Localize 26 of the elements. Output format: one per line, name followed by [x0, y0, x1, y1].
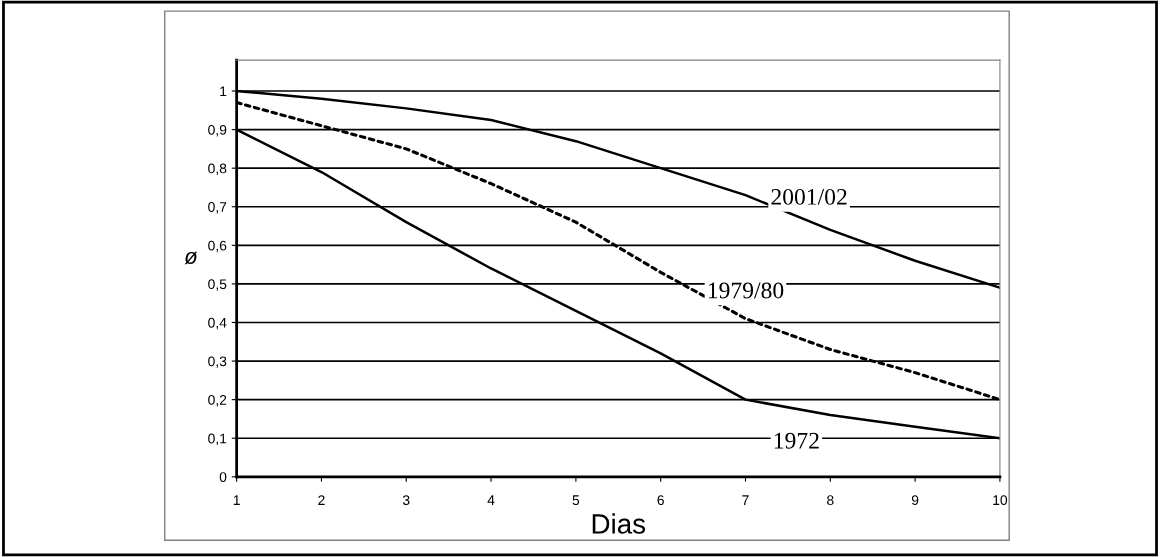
x-tick-label: 3 — [402, 495, 410, 506]
x-tick-label: 6 — [657, 495, 664, 506]
y-tick-label: 0,4 — [208, 317, 227, 330]
x-tick-label: 5 — [572, 495, 580, 506]
x-axis-title: Dias — [592, 513, 646, 534]
y-tick-label: 1 — [220, 86, 227, 97]
x-tick-label: 10 — [993, 495, 1008, 506]
y-tick-label: 0,8 — [208, 163, 227, 175]
x-tick-label: 2 — [318, 495, 325, 505]
x-tick-label: 8 — [827, 495, 834, 506]
y-tick-label: 0,6 — [208, 240, 227, 253]
series-label: 2001/02 — [771, 188, 847, 205]
x-tick-label: 7 — [742, 495, 749, 505]
y-tick-label: 0,7 — [208, 202, 227, 214]
x-tick-label: 1 — [233, 495, 240, 505]
x-tick-label: 4 — [487, 495, 495, 505]
series-label: 1979/80 — [708, 282, 784, 299]
y-axis-title: ø — [184, 251, 198, 265]
series-label: 1972 — [774, 432, 819, 449]
y-tick-label: 0,2 — [208, 394, 227, 407]
y-tick-label: 0 — [219, 472, 227, 482]
y-tick-label: 0,9 — [208, 124, 227, 137]
y-tick-label: 0,5 — [208, 279, 227, 291]
y-tick-label: 0,1 — [208, 433, 227, 446]
x-tick-label: 9 — [911, 495, 919, 506]
y-tick-label: 0,3 — [208, 356, 227, 368]
